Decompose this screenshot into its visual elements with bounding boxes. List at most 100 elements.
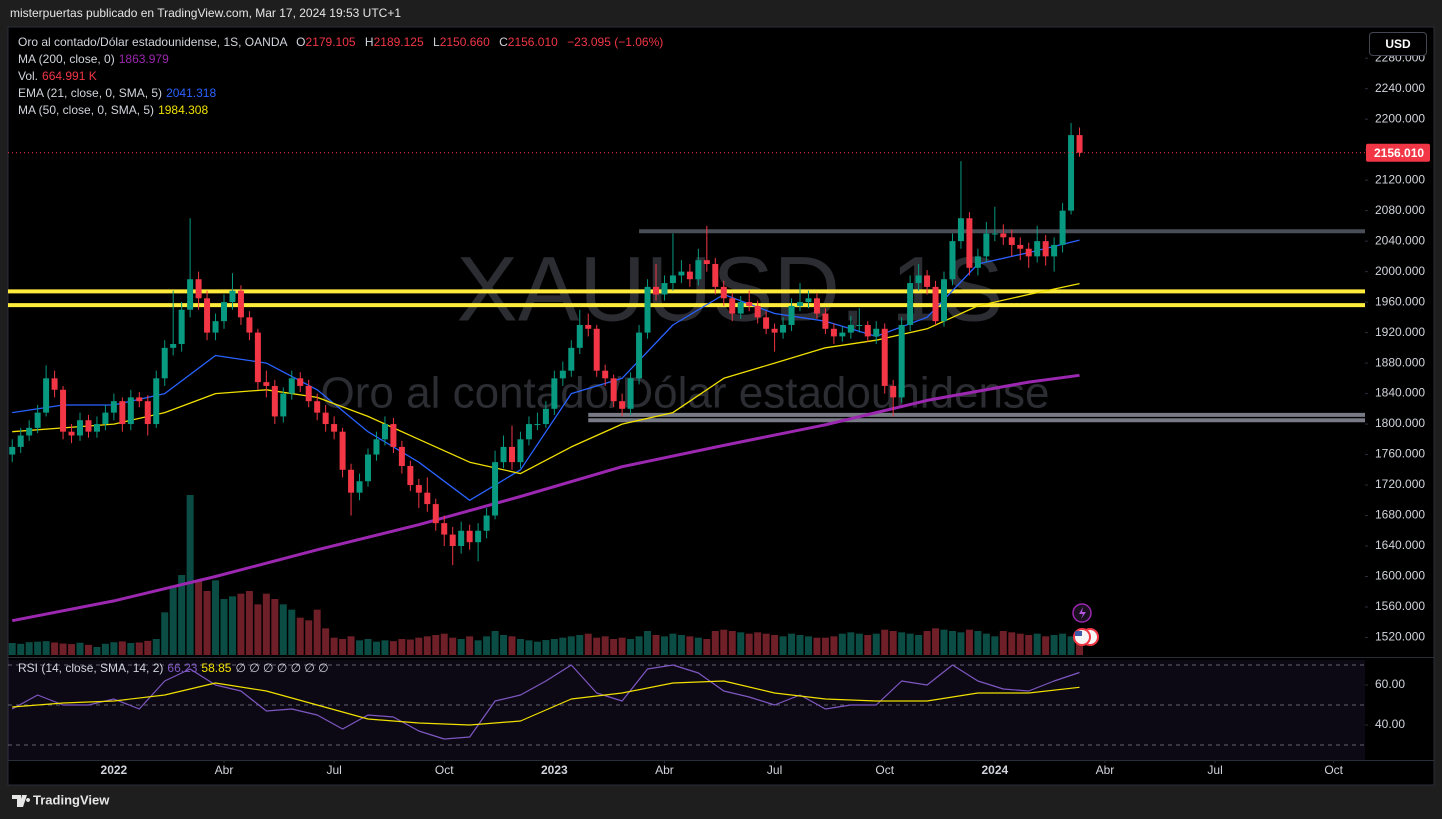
volume-bar [423,636,431,655]
volume-bar [305,620,313,655]
publisher-line: misterpuertas publicado en TradingView.c… [10,6,401,20]
y-tick-label: 1760.000 [1375,447,1425,461]
indicator-value: 1863.979 [118,52,169,66]
candle-body [559,370,566,379]
volume-bar [644,631,652,655]
candle-body [17,435,24,447]
volume-bar [855,633,863,655]
indicator-value: 664.991 K [42,69,97,83]
volume-bar [500,635,508,655]
candle-body [847,324,854,333]
candle-body [1034,241,1041,257]
candle-body [390,424,397,447]
candle-body [43,378,50,413]
volume-bar [991,636,999,655]
x-tick-label: 2023 [541,763,568,777]
volume-bar [694,637,702,655]
currency-button[interactable]: USD [1369,32,1427,56]
watermark: XAUUSD, 1S [456,238,1003,340]
indicator-name: MA (50, close, 0, SMA, 5) [18,103,155,117]
candle-body [881,328,888,386]
candle-body [1008,237,1015,245]
indicator-name: EMA (21, close, 0, SMA, 5) [18,86,163,100]
candle-body [1000,233,1007,238]
candle-body [746,302,753,306]
volume-bar [576,635,584,655]
volume-bar [932,628,940,655]
volume-bar [584,633,592,655]
volume-bar [313,609,321,655]
candle-body [686,271,693,280]
volume-bar [618,637,626,655]
chart-frame [7,26,1435,786]
candle-body [466,530,473,543]
candle-body [703,260,710,264]
volume-bar [847,632,855,655]
candle-body [161,347,168,379]
candle-body [441,523,448,535]
candle-body [68,431,75,436]
volume-bar [212,580,220,655]
candle-body [102,412,109,425]
indicator-line [11,373,1080,623]
candle-body [856,324,863,326]
x-tick-label: Abr [1096,763,1115,777]
candle-body [195,279,202,299]
volume-bar [449,637,457,655]
candle-body [483,515,490,531]
candle-body [1025,248,1032,257]
candle-body [983,233,990,257]
candle-body [288,378,295,394]
volume-bar [228,596,236,655]
legend-symbol-row: Oro al contado/Dólar estadounidense, 1S,… [18,34,663,51]
candle-body [229,290,236,303]
volume-bar [830,636,838,655]
candle-body [1051,244,1058,257]
candle-body [653,286,660,295]
volume-bar [398,639,406,655]
legend-row: MA (50, close, 0, SMA, 5) 1984.308 [18,102,663,119]
volume-bar [186,495,194,655]
volume-bar [42,641,50,655]
rsi-legend: RSI (14, close, SMA, 14, 2) 66.23 58.85 ∅ ∅… [18,660,329,676]
candle-body [246,317,253,333]
volume-bar [915,635,923,655]
volume-bar [779,636,787,655]
volume-bar [788,633,796,655]
candle-body [805,298,812,303]
volume-bar [135,642,143,655]
volume-bar [813,637,821,655]
volume-bar [1059,633,1067,655]
indicator-extra: ∅ ∅ ∅ ∅ ∅ ∅ ∅ [235,661,329,675]
volume-bar [703,639,711,655]
y-tick-label: 1920.000 [1375,325,1425,339]
volume-bar [1042,636,1050,655]
candle-body [509,446,516,463]
volume-bar [51,642,59,655]
candle-body [568,347,575,371]
ohlc-name: H [364,35,374,49]
candle-body [517,439,524,463]
volume-bar [17,643,25,655]
candle-body [720,286,727,299]
volume-bar [965,629,973,655]
volume-bar [254,604,262,655]
candle-body [729,298,736,314]
candle-body [237,290,244,318]
volume-bar [101,643,109,655]
volume-bar [110,642,118,655]
volume-bar [474,640,482,655]
candle-body [263,382,270,386]
volume-bar [660,636,668,655]
candle-body [915,275,922,284]
volume-bar [1050,635,1058,655]
candle-body [331,424,338,432]
y-tick-label: 1560.000 [1375,599,1425,613]
candle-body [178,309,185,345]
candle-body [941,279,948,322]
volume-bar [906,633,914,655]
ohlc-value: 2156.010 [507,35,558,49]
candle-body [907,283,914,325]
candle-body [619,401,626,409]
